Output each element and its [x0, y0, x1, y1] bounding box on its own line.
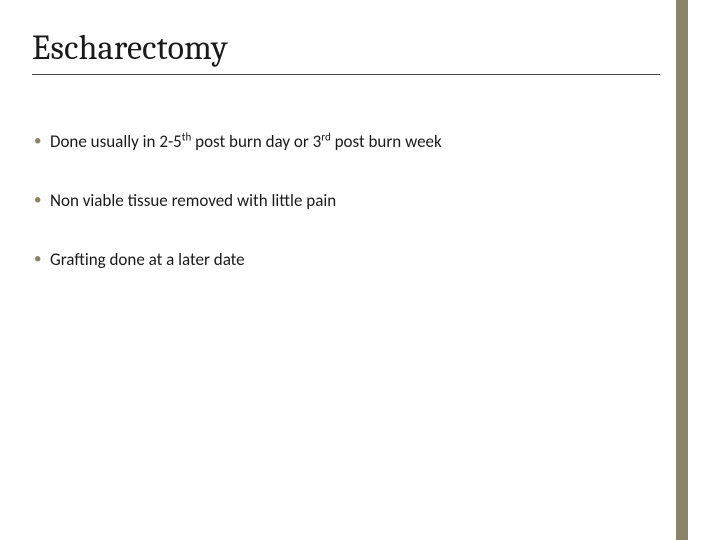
bullet-item: Non viable tissue removed with little pa…	[32, 190, 660, 213]
bullet-item: Grafting done at a later date	[32, 249, 660, 272]
accent-stripe	[676, 0, 688, 540]
bullet-text-post: post burn week	[331, 131, 442, 152]
bullet-text-mid: post burn day or 3	[191, 131, 321, 152]
slide-title: Escharectomy	[32, 28, 660, 68]
title-container: Escharectomy	[32, 28, 660, 75]
slide: Escharectomy Done usually in 2-5th post …	[0, 0, 720, 540]
bullet-text-pre: Grafting done at a later date	[50, 249, 245, 270]
bullet-list: Done usually in 2-5th post burn day or 3…	[32, 131, 660, 272]
bullet-text-pre: Non viable tissue removed with little pa…	[50, 190, 336, 211]
bullet-text-pre: Done usually in 2-5	[50, 131, 182, 152]
bullet-sup: rd	[321, 129, 331, 143]
bullet-item: Done usually in 2-5th post burn day or 3…	[32, 131, 660, 154]
bullet-sup: th	[182, 129, 192, 143]
